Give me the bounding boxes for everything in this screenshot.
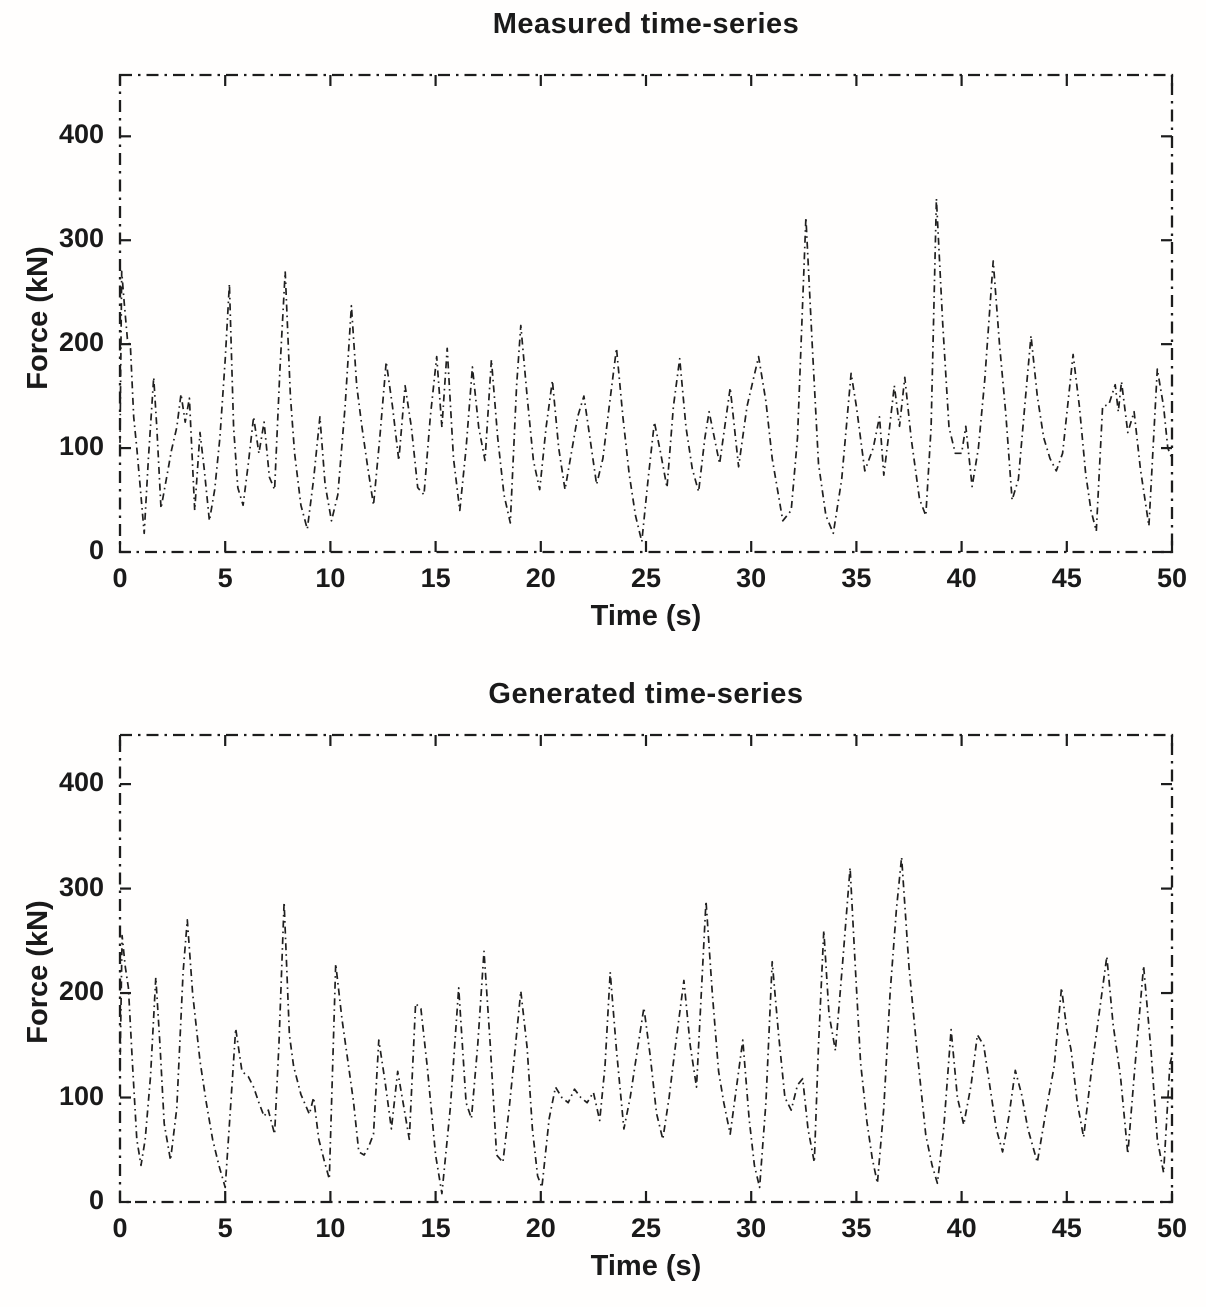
generated-x-tick-label: 15 [420,1213,451,1243]
measured-series-line [119,197,1173,543]
measured-x-tick-label: 50 [1156,563,1188,593]
measured-y-tick-label: 200 [58,327,104,358]
generated-y-tick-label: 0 [88,1185,104,1215]
generated-x-tick-label: 35 [841,1213,872,1243]
measured-chart-title: Measured time-series [492,8,800,40]
measured-x-tick-label: 35 [841,563,872,593]
generated-x-tick-label: 0 [112,1213,128,1243]
measured-x-tick-label: 45 [1051,563,1082,593]
measured-x-tick-label: 10 [315,563,346,593]
measured-y-tick-label: 400 [58,119,104,150]
generated-chart-title: Generated time-series [488,678,804,710]
generated-x-tick-label: 40 [946,1213,977,1243]
generated-x-tick-label: 25 [630,1213,662,1243]
measured-plot-box [118,73,1174,554]
measured-x-tick-label: 40 [946,563,977,593]
measured-x-tick-label: 5 [217,563,233,593]
measured-y-tick-label: 300 [58,223,104,254]
generated-y-tick-label: 400 [58,767,104,798]
generated-y-tick-label: 300 [58,871,104,902]
measured-x-tick-label: 20 [525,563,556,593]
generated-x-tick-label: 45 [1051,1213,1082,1243]
measured-x-tick-label: 0 [112,563,128,593]
generated-x-tick-label: 20 [525,1213,556,1243]
generated-x-axis-label: Time (s) [590,1250,702,1282]
measured-x-tick-label: 30 [736,563,767,593]
measured-x-axis-label: Time (s) [590,600,702,632]
generated-y-tick-label: 200 [58,976,104,1007]
measured-y-tick-label: 100 [58,431,104,462]
generated-series-line [119,856,1173,1195]
generated-x-tick-label: 10 [315,1213,346,1243]
generated-x-tick-label: 30 [736,1213,767,1243]
generated-y-tick-label: 100 [58,1080,104,1111]
generated-x-tick-label: 5 [217,1213,233,1243]
generated-y-axis-label: Force (kN) [22,900,54,1044]
generated-x-tick-label: 50 [1156,1213,1188,1243]
generated-plot-box [118,733,1174,1204]
measured-x-tick-label: 15 [420,563,451,593]
measured-y-tick-label: 0 [88,535,104,565]
measured-x-tick-label: 25 [630,563,662,593]
measured-y-axis-label: Force (kN) [22,246,54,390]
